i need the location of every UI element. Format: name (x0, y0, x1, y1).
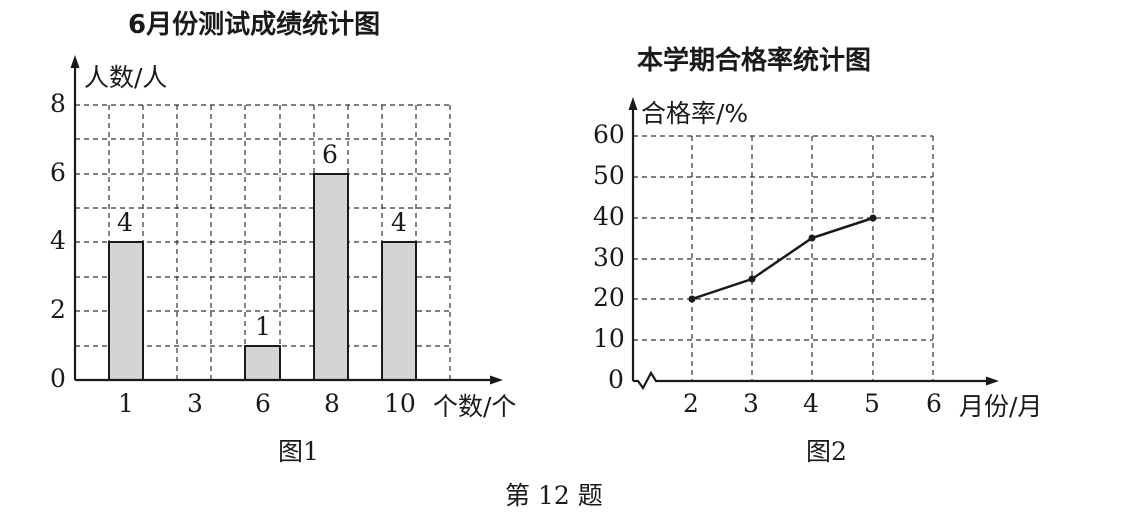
figure2-y-tick: 0 (608, 365, 624, 394)
figure1-y-tick: 4 (50, 226, 66, 255)
figure1-x-axis-label: 个数/个 (433, 392, 517, 421)
bar-label: 6 (322, 140, 338, 169)
figure2-y-tick: 30 (593, 243, 625, 272)
bar-label: 1 (255, 312, 271, 341)
figure1-x-tick: 8 (324, 389, 340, 418)
figure1-title: 6月份测试成绩统计图 (128, 10, 381, 40)
figure1-x-tick: 3 (187, 389, 203, 418)
bar-8 (313, 173, 349, 381)
figure2-y-tick: 50 (593, 161, 625, 190)
figure2-y-tick: 60 (593, 120, 625, 149)
figure1-y-tick: 8 (50, 89, 66, 118)
figure1-x-tick: 6 (255, 389, 271, 418)
x-arrow-icon (490, 375, 503, 385)
figure2-x-tick: 5 (864, 389, 880, 418)
bar-10 (381, 241, 417, 381)
figure2-x-tick: 6 (926, 389, 942, 418)
figure2-grid (633, 135, 934, 381)
figure2-title: 本学期合格率统计图 (637, 46, 872, 76)
data-points (688, 214, 877, 303)
figure2-x-tick: 2 (683, 389, 699, 418)
bar-6 (244, 345, 281, 381)
figure2-y-tick: 40 (593, 202, 625, 231)
question-label: 第 12 题 (505, 481, 603, 510)
figure2-y-axis-label: 合格率/% (641, 99, 749, 128)
figure1-y-tick: 6 (50, 158, 66, 187)
axis-break-icon (633, 370, 993, 391)
figure2-y-tick: 10 (593, 324, 625, 353)
bar-label: 4 (117, 208, 133, 237)
x-arrow-icon (986, 376, 999, 386)
bar-label: 4 (391, 208, 407, 237)
figure2-x-tick: 4 (803, 389, 819, 418)
y-arrow-icon (70, 55, 80, 68)
figure2-y-tick: 20 (593, 283, 625, 312)
figure2-x-axis-label: 月份/月 (959, 392, 1043, 421)
figure1-y-tick: 0 (50, 364, 66, 393)
y-arrow-icon (628, 97, 638, 110)
figure1-x-tick: 10 (384, 389, 416, 418)
figure1-caption: 图1 (278, 437, 319, 466)
figure2-x-tick: 3 (743, 389, 759, 418)
figure1-x-tick: 1 (118, 389, 134, 418)
figure2-caption: 图2 (806, 437, 847, 466)
figure1-y-tick: 2 (50, 295, 66, 324)
figure1-y-axis-label: 人数/人 (84, 63, 168, 92)
pass-rate-line (691, 216, 874, 301)
